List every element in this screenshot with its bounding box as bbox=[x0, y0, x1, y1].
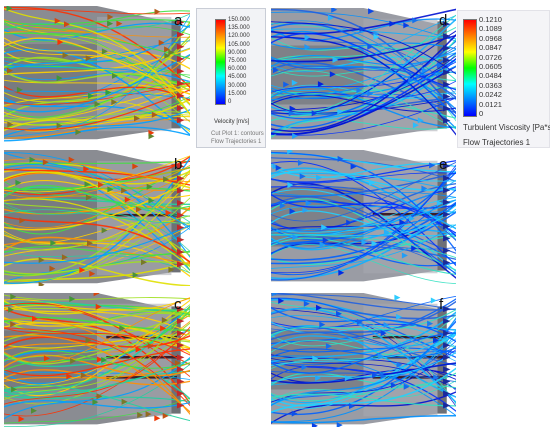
flow-panel-b bbox=[4, 150, 190, 286]
viscosity-tick-7: 0.0363 bbox=[479, 80, 502, 90]
flow-panel-c bbox=[4, 293, 190, 427]
viscosity-tick-2: 0.0968 bbox=[479, 33, 502, 43]
viscosity-tick-5: 0.0605 bbox=[479, 62, 502, 71]
velocity-tick-0: 150.000 bbox=[228, 17, 250, 23]
flow-scene-b bbox=[4, 150, 190, 286]
viscosity-tick-9: 0.0121 bbox=[479, 99, 502, 109]
flow-panel-e bbox=[271, 150, 456, 284]
flow-scene-c bbox=[4, 293, 190, 427]
flow-scene-f bbox=[271, 293, 456, 427]
velocity-tick-2: 120.000 bbox=[228, 33, 250, 40]
viscosity-tick-4: 0.0726 bbox=[479, 52, 502, 62]
panel-label-c: c bbox=[174, 296, 182, 313]
flow-panel-f bbox=[271, 293, 456, 427]
panel-label-b: b bbox=[174, 156, 183, 173]
velocity-colorbar bbox=[215, 19, 226, 105]
flow-scene-d bbox=[271, 8, 456, 142]
velocity-caption-trajectories: Flow Trajectories 1 bbox=[211, 139, 262, 145]
viscosity-caption-trajectories: Flow Trajectories 1 bbox=[463, 138, 531, 147]
velocity-legend: 150.000 135.000 120.000 105.000 90.000 75.000… bbox=[196, 8, 266, 148]
velocity-legend-title: Velocity [m/s] bbox=[214, 119, 250, 125]
flow-scene-a bbox=[4, 6, 190, 142]
viscosity-tick-6: 0.0484 bbox=[479, 71, 502, 81]
velocity-tick-10: 0 bbox=[228, 99, 232, 105]
panel-label-e: e bbox=[439, 156, 448, 173]
velocity-tick-4: 90.000 bbox=[228, 49, 247, 56]
velocity-tick-5: 75.000 bbox=[228, 58, 247, 64]
flow-scene-e bbox=[271, 150, 456, 284]
viscosity-tick-0: 0.1210 bbox=[479, 15, 502, 24]
velocity-tick-8: 30.000 bbox=[228, 82, 247, 89]
viscosity-tick-8: 0.0242 bbox=[479, 90, 502, 100]
flow-panel-a bbox=[4, 6, 190, 142]
velocity-tick-6: 60.000 bbox=[228, 66, 247, 73]
velocity-tick-3: 105.000 bbox=[228, 41, 250, 48]
velocity-tick-9: 15.000 bbox=[228, 90, 247, 97]
panel-label-f: f bbox=[439, 296, 444, 313]
panel-label-d: d bbox=[439, 12, 448, 29]
velocity-tick-7: 45.000 bbox=[228, 74, 247, 81]
viscosity-colorbar bbox=[463, 19, 477, 117]
viscosity-tick-3: 0.0847 bbox=[479, 43, 502, 53]
flow-panel-d bbox=[271, 8, 456, 142]
velocity-caption-cut-plot: Cut Plot 1: contours bbox=[211, 131, 264, 137]
panel-label-a: a bbox=[174, 12, 183, 29]
viscosity-tick-10: 0 bbox=[479, 109, 484, 118]
viscosity-tick-1: 0.1089 bbox=[479, 24, 502, 34]
velocity-tick-1: 135.000 bbox=[228, 25, 250, 32]
viscosity-legend-title: Turbulent Viscosity [Pa*s] bbox=[463, 123, 550, 132]
viscosity-legend: 0.1210 0.1089 0.0968 0.0847 0.0726 0.0605 0.04… bbox=[457, 10, 550, 148]
